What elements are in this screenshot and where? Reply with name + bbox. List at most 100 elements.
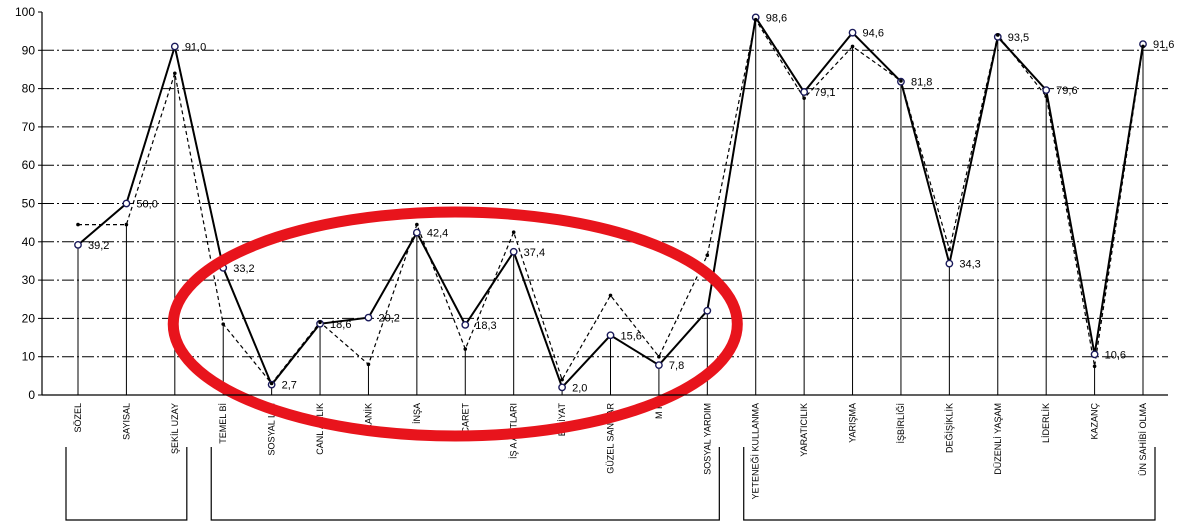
data-label: 18,3 [475,320,496,332]
marker-point-dashed [463,347,468,351]
marker-point [558,383,566,392]
data-label: 98,6 [766,12,787,24]
data-labels: 39,2 50,0 91,0 33,2 2,7 18,6 20,2 42,4 18,3 37,4 2… [88,12,1174,394]
marker-point-dashed [318,320,322,325]
data-label: 37,4 [524,247,545,259]
marker-point [945,259,954,268]
category-label: SAYISAL [121,403,131,440]
data-label: 20,2 [378,313,399,325]
marker-point [703,306,712,315]
category-label: KAZANÇ [1090,403,1100,440]
marker-point-dashed [1044,94,1048,99]
y-tick-label: 40 [22,235,36,249]
marker-point [1090,350,1099,359]
y-tick-label: 90 [22,43,36,57]
group-bracket [65,447,188,521]
marker-point-dashed [1141,44,1145,49]
data-label: 50,0 [136,199,157,211]
y-tick-label: 20 [22,311,36,325]
marker-point-dashed [1092,364,1097,369]
data-label: 79,6 [1056,85,1077,97]
category-label: E BİYAT [557,403,567,437]
y-axis-ticks: 0 10 20 30 40 50 60 70 80 90 100 [15,5,42,402]
category-label: ŞEKİL UZAY [170,403,180,454]
y-tick-label: 50 [22,197,36,211]
category-label: İŞBİRLİĞİ [896,403,906,444]
y-tick-label: 30 [22,273,36,287]
marker-point [412,228,421,237]
data-label: 91,6 [1153,39,1174,51]
category-label: YARIŞMA [848,403,858,443]
data-label: 91,0 [185,41,206,53]
series-line-dashed [78,18,1144,385]
marker-point-dashed [995,33,1000,37]
data-label: 94,6 [863,28,884,40]
marker-point-dashed [511,230,516,235]
marker-point-dashed [947,247,952,252]
marker-point [800,88,809,96]
data-label: 93,5 [1008,32,1029,44]
category-drop-lines [77,19,1144,395]
category-label: SÖZEL [73,403,83,433]
data-label: 2,0 [572,382,587,394]
y-tick-label: 80 [22,82,36,96]
data-label: 15,6 [621,330,642,342]
category-label: ÜN SAHİBİ OLMA [1138,403,1148,476]
marker-point-dashed [221,322,226,326]
category-label: DÜZENLİ YAŞAM [993,403,1003,475]
data-label: 42,4 [427,228,448,240]
category-label: İNŞA [412,403,422,424]
marker-point [170,42,179,51]
series-markers [74,13,1147,392]
category-label: SOSYAL LİM [267,403,277,456]
marker-point [509,247,518,256]
marker-point-dashed [899,79,903,83]
marker-point-dashed [753,17,758,22]
gridlines [42,49,1168,358]
y-tick-label: 100 [15,5,35,19]
marker-point [461,321,470,329]
category-label: DEĞİŞİKLİK [944,403,954,453]
axes [41,12,1168,396]
category-label: İCARET [460,403,470,437]
category-label: CANL ARLIK [315,403,325,455]
data-label: 81,8 [911,77,932,89]
marker-point-dashed [76,222,80,227]
y-tick-label: 60 [22,158,36,172]
marker-point [364,313,373,322]
category-label: YETENEĞİ KULLANMA [751,403,761,500]
marker-point [122,199,131,208]
data-label: 10,6 [1105,349,1126,361]
category-label: TEMEL Bİ [218,403,228,444]
category-label: SOSYAL YARDIM [702,403,712,475]
highlight-ellipse [167,206,743,442]
data-label: 7,8 [669,360,684,372]
marker-point-dashed [560,377,564,382]
data-label: 79,1 [814,87,835,99]
group-bracket [210,447,720,521]
marker-point-dashed [415,222,419,227]
group-brackets [65,447,1156,521]
marker-point-dashed [802,96,806,100]
marker-point-dashed [124,222,129,227]
data-label: 34,3 [959,259,980,271]
data-label: 2,7 [282,380,297,392]
data-label: 33,2 [233,263,254,275]
marker-point [606,331,615,340]
category-label: EKANİK [363,403,373,436]
marker-point-dashed [850,44,855,49]
marker-point-dashed [269,381,274,386]
marker-point-dashed [657,354,661,359]
data-label: 18,6 [330,319,351,331]
marker-point [1042,86,1051,95]
category-label: LİDERLİK [1041,403,1051,443]
y-tick-label: 70 [22,120,36,134]
y-tick-label: 10 [22,350,36,364]
category-label: YARATICILIK [799,403,809,457]
marker-point-dashed [608,293,613,298]
marker-point-dashed [173,71,177,76]
marker-point-dashed [366,362,371,367]
group-bracket [743,447,1156,521]
marker-point-dashed [705,253,710,258]
highlight-ellipse-shape [167,206,743,442]
